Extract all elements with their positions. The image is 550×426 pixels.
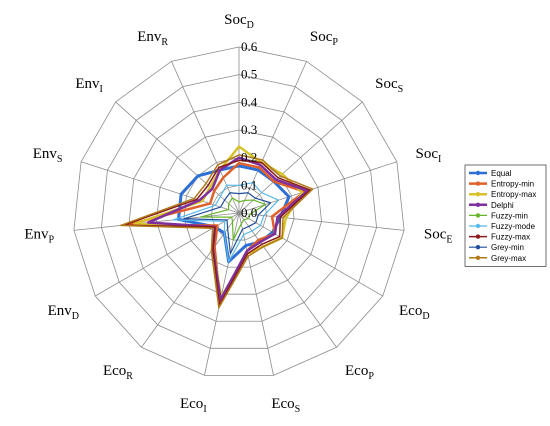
- axis-label-env-s: EnvS: [33, 146, 63, 165]
- legend-marker: [475, 170, 481, 176]
- legend-marker: [475, 202, 481, 207]
- grid-ring: [73, 46, 405, 376]
- tick-label: 0.6: [241, 39, 258, 54]
- axis-label-eco-d: EcoD: [399, 303, 430, 322]
- axis-label-soc-d: SocD: [224, 12, 254, 31]
- grid-ring: [101, 74, 377, 349]
- axis-label-soc-s: SocS: [375, 76, 403, 95]
- tick-label: 0.5: [241, 67, 257, 82]
- tick-label: 0.0: [241, 205, 257, 220]
- grid-spoke: [141, 212, 240, 348]
- grid-spoke: [115, 101, 240, 214]
- axis-label-env-i: EnvI: [75, 76, 103, 95]
- grid-ring: [128, 101, 350, 322]
- series-line-delphi: [146, 156, 309, 301]
- axis-label-soc-e: SocE: [424, 226, 453, 245]
- series-line-grey-max: [119, 154, 314, 309]
- legend-marker: [475, 181, 481, 186]
- legend-marker: [475, 223, 481, 229]
- legend-label-equal: Equal: [491, 169, 512, 178]
- legend-label-entropy-max: Entropy-max: [491, 190, 536, 199]
- tick-label: 0.3: [241, 122, 257, 137]
- grid-spoke: [238, 212, 274, 376]
- tick-label: 0.1: [241, 177, 257, 192]
- legend-label-fuzzy-mode: Fuzzy-mode: [491, 222, 536, 231]
- axis-label-env-p: EnvP: [24, 226, 54, 245]
- axis-labels: SocD SocP SocS SocI SocE EcoD EcoP EcoS EcoI EcoR…: [24, 12, 452, 415]
- grid-ring: [211, 184, 267, 241]
- radar-series: [119, 145, 314, 309]
- series-line-equal: [176, 164, 291, 264]
- grid-spoke: [81, 161, 240, 214]
- grid-spoke: [238, 212, 405, 231]
- axis-label-eco-r: EcoR: [103, 363, 133, 382]
- legend-marker: [475, 234, 481, 239]
- axis-label-soc-p: SocP: [310, 29, 339, 48]
- legend-label-entropy-min: Entropy-min: [491, 180, 534, 189]
- series-line-grey-min: [183, 192, 272, 255]
- legend-marker: [475, 255, 481, 260]
- axis-label-env-d: EnvD: [48, 303, 79, 322]
- grid-spoke: [73, 212, 240, 231]
- grid-spoke: [238, 212, 383, 297]
- legend-label-grey-min: Grey-min: [491, 243, 524, 252]
- legend-marker: [475, 192, 481, 197]
- radial-tick-labels: 0.0 0.1 0.2 0.3 0.4 0.5 0.6: [241, 39, 258, 220]
- radar-grid: [73, 46, 405, 376]
- series-line-fuzzy-mode: [172, 182, 280, 263]
- tick-label: 0.2: [241, 150, 257, 165]
- grid-spoke: [238, 61, 307, 214]
- axis-label-eco-s: EcoS: [271, 396, 300, 415]
- legend: EqualEntropy-minEntropy-maxDelphiFuzzy-m…: [464, 164, 547, 267]
- series-line-fuzzy-min: [199, 197, 266, 241]
- grid-spoke: [238, 101, 363, 214]
- axis-label-soc-i: SocI: [416, 146, 442, 165]
- legend-label-delphi: Delphi: [491, 201, 514, 210]
- legend-marker: [475, 213, 481, 218]
- legend-label-fuzzy-max: Fuzzy-max: [491, 233, 530, 242]
- tick-label: 0.4: [241, 94, 258, 109]
- grid-spoke: [238, 212, 337, 348]
- grid-ring: [156, 129, 322, 295]
- axis-label-eco-i: EcoI: [180, 396, 207, 415]
- axis-label-eco-p: EcoP: [345, 363, 374, 382]
- legend-label-fuzzy-min: Fuzzy-min: [491, 211, 528, 220]
- legend-label-grey-max: Grey-max: [491, 254, 526, 263]
- grid-spoke: [171, 61, 240, 214]
- series-line-fuzzy-max: [122, 159, 311, 306]
- axis-label-env-r: EnvR: [137, 29, 168, 48]
- legend-marker: [475, 245, 481, 250]
